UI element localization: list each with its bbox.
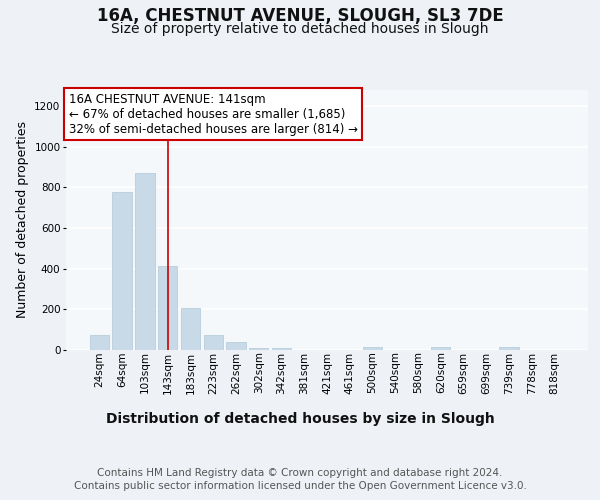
Text: Contains HM Land Registry data © Crown copyright and database right 2024.: Contains HM Land Registry data © Crown c… — [97, 468, 503, 477]
Text: Contains public sector information licensed under the Open Government Licence v3: Contains public sector information licen… — [74, 481, 526, 491]
Bar — [90, 335, 109, 350]
Text: Size of property relative to detached houses in Slough: Size of property relative to detached ho… — [111, 22, 489, 36]
Bar — [226, 342, 245, 350]
Bar — [363, 347, 382, 350]
Text: Distribution of detached houses by size in Slough: Distribution of detached houses by size … — [106, 412, 494, 426]
Bar — [135, 174, 155, 350]
Text: 16A CHESTNUT AVENUE: 141sqm
← 67% of detached houses are smaller (1,685)
32% of : 16A CHESTNUT AVENUE: 141sqm ← 67% of det… — [68, 92, 358, 136]
Bar — [112, 192, 132, 350]
Text: 16A, CHESTNUT AVENUE, SLOUGH, SL3 7DE: 16A, CHESTNUT AVENUE, SLOUGH, SL3 7DE — [97, 8, 503, 26]
Bar — [499, 347, 519, 350]
Bar — [272, 348, 291, 350]
Bar — [249, 348, 268, 350]
Bar — [181, 308, 200, 350]
Bar — [203, 335, 223, 350]
Bar — [431, 347, 451, 350]
Y-axis label: Number of detached properties: Number of detached properties — [16, 122, 29, 318]
Bar — [158, 266, 178, 350]
